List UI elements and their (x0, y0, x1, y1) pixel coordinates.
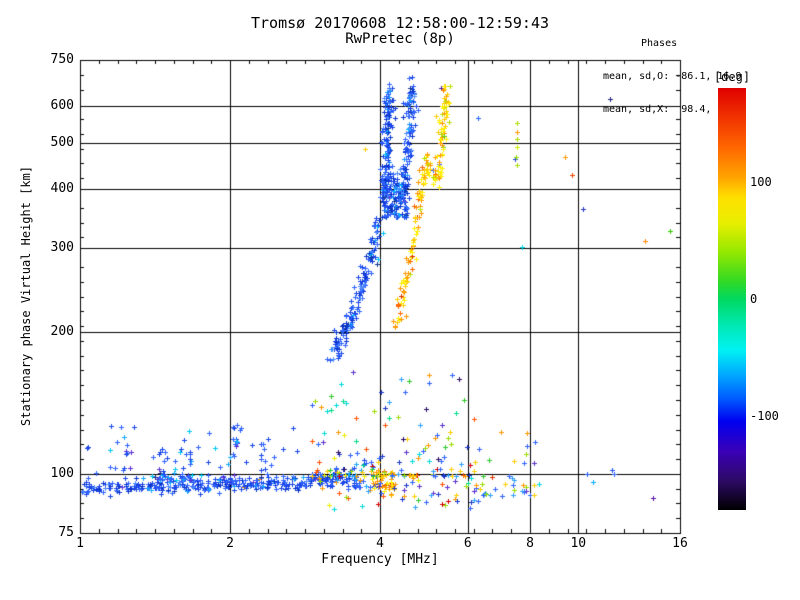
colorbar-tick-label: 0 (750, 292, 758, 306)
colorbar-tick-label: 100 (750, 174, 772, 189)
x-tick-label: 10 (570, 536, 587, 551)
y-axis-title: Stationary phase Virtual Height [km] (19, 165, 33, 426)
phase-stats-heading: Phases (641, 38, 678, 49)
x-tick-label: 6 (463, 536, 472, 551)
colorbar-unit-label: [deg] (713, 70, 751, 84)
y-tick-label: 75 (58, 525, 74, 540)
plot-subtitle: RwPretec (8p) (345, 31, 455, 47)
colorbar-tick-label: -100 (750, 409, 779, 424)
y-tick-label: 100 (50, 465, 74, 481)
x-tick-label: 4 (376, 536, 384, 551)
colorbar-gradient (718, 88, 746, 510)
x-axis-title: Frequency [MHz] (321, 552, 439, 567)
y-tick-label: 500 (50, 135, 74, 151)
x-tick-label: 2 (226, 536, 234, 551)
y-tick-label: 400 (50, 181, 74, 197)
y-tick-label: 600 (50, 97, 74, 113)
x-tick-label: 16 (672, 536, 688, 551)
y-tick-label: 200 (50, 323, 74, 339)
x-tick-label: 8 (526, 536, 534, 551)
x-tick-label: 1 (76, 536, 84, 551)
y-tick-label: 300 (50, 240, 74, 256)
phase-stats-o-mode: mean, sd,O: -86.1, 16.9 (603, 71, 742, 82)
plot-title: Tromsø 20170608 12:58:00-12:59:43 (250, 14, 549, 32)
y-tick-label: 750 (50, 52, 74, 67)
